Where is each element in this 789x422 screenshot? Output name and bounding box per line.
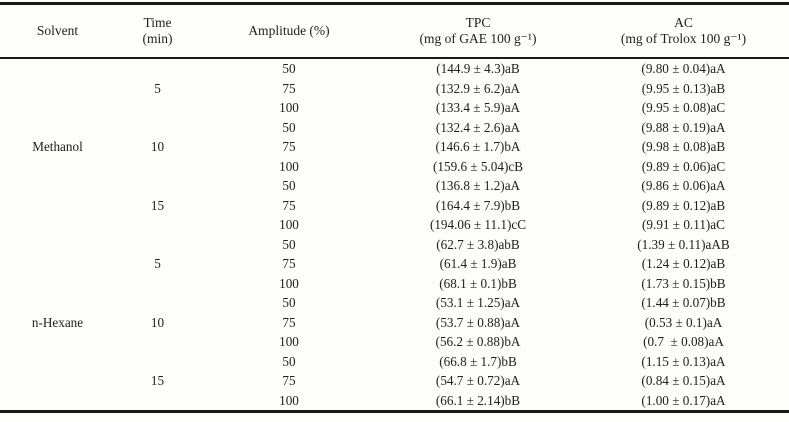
table-row: 50 (144.9 ± 4.3)aB (9.80 ± 0.04)aA [0,59,789,79]
table-row: 100 (159.6 ± 5.04)cB (9.89 ± 0.06)aC [0,157,789,177]
cell-amplitude: 100 [279,334,299,349]
cell-tpc: (146.6 ± 1.7)bA [435,139,521,154]
header-ac-line2: (mg of Trolox 100 g⁻¹) [620,31,747,46]
cell-tpc: (144.9 ± 4.3)aB [436,61,520,76]
table-row: Methanol 10 75 (146.6 ± 1.7)bA (9.98 ± 0.08)… [0,137,789,157]
table-row: 5 75 (132.9 ± 6.2)aA (9.95 ± 0.13)aB [0,79,789,99]
table-row: 15 75 (164.4 ± 7.9)bB (9.89 ± 0.12)aB [0,196,789,216]
cell-amplitude: 75 [282,314,296,330]
cell-solvent: n-Hexane [31,314,84,330]
cell-ac: (9.89 ± 0.12)aB [641,197,726,213]
cell-ac: (9.98 ± 0.08)aB [641,139,726,154]
cell-tpc: (53.7 ± 0.88)aA [435,314,521,330]
table-row: 100 (56.2 ± 0.88)bA (0.7 ± 0.08)aA [0,332,789,352]
table-row: 100 (68.1 ± 0.1)bB (1.73 ± 0.15)bB [0,274,789,294]
header-solvent: Solvent [0,23,115,39]
header-amplitude-label: Amplitude (%) [248,23,330,38]
table-row: 50 (66.8 ± 1.7)bB (1.15 ± 0.13)aA [0,352,789,372]
table-row: 100 (66.1 ± 2.14)bB (1.00 ± 0.17)aA [0,391,789,411]
cell-tpc: (66.1 ± 2.14)bB [435,392,521,408]
table-row: 50 (62.7 ± 3.8)abB (1.39 ± 0.11)aAB [0,235,789,255]
cell-tpc: (54.7 ± 0.72)aA [435,373,521,388]
cell-amplitude: 75 [282,80,296,96]
table-header-row: Solvent Time (min) Amplitude (%) TPC (mg… [0,5,789,57]
table-header-rule [0,57,789,59]
cell-tpc: (132.9 ± 6.2)aA [435,80,521,96]
table-row: 100 (133.4 ± 5.9)aA (9.95 ± 0.08)aC [0,98,789,118]
cell-time: 15 [150,373,165,388]
table-bottom-rule [0,410,789,413]
cell-ac: (9.89 ± 0.06)aC [641,158,726,174]
cell-amplitude: 100 [279,392,299,408]
cell-amplitude: 100 [279,275,299,291]
table-row: 5 75 (61.4 ± 1.9)aB (1.24 ± 0.12)aB [0,254,789,274]
cell-amplitude: 50 [282,236,296,252]
cell-tpc: (61.4 ± 1.9)aB [439,256,517,271]
cell-amplitude: 75 [282,373,296,388]
table-row: 50 (53.1 ± 1.25)aA (1.44 ± 0.07)bB [0,293,789,313]
table-body: 50 (144.9 ± 4.3)aB (9.80 ± 0.04)aA 5 75 (132… [0,59,789,410]
cell-amplitude: 100 [279,158,299,174]
header-amplitude: Amplitude (%) [200,23,378,39]
cell-amplitude: 75 [282,139,296,154]
table-top-rule [0,2,789,5]
cell-ac: (1.24 ± 0.12)aB [641,256,726,271]
header-time-line1: Time [143,15,172,30]
cell-time: 15 [150,197,165,213]
cell-amplitude: 100 [279,217,299,232]
cell-amplitude: 50 [282,353,296,369]
cell-ac: (9.95 ± 0.08)aC [641,100,726,115]
cell-ac: (1.00 ± 0.17)aA [641,392,726,408]
cell-tpc: (66.8 ± 1.7)bB [439,353,517,369]
header-tpc-line2: (mg of GAE 100 g⁻¹) [419,31,537,46]
table-row: 15 75 (54.7 ± 0.72)aA (0.84 ± 0.15)aA [0,371,789,391]
cell-amplitude: 50 [282,61,296,76]
cell-time: 5 [154,256,161,271]
cell-time: 5 [154,80,161,96]
cell-ac: (0.84 ± 0.15)aA [641,373,726,388]
table-row: 100 (194.06 ± 11.1)cC (9.91 ± 0.11)aC [0,215,789,235]
table-row: 50 (136.8 ± 1.2)aA (9.86 ± 0.06)aA [0,176,789,196]
cell-amplitude: 100 [279,100,299,115]
cell-ac: (9.88 ± 0.19)aA [641,119,726,135]
cell-ac: (0.7 ± 0.08)aA [643,334,724,349]
table-row: 50 (132.4 ± 2.6)aA (9.88 ± 0.19)aA [0,118,789,138]
cell-amplitude: 50 [282,295,296,310]
cell-ac: (1.15 ± 0.13)aA [641,353,726,369]
cell-tpc: (53.1 ± 1.25)aA [435,295,521,310]
cell-tpc: (62.7 ± 3.8)abB [436,236,520,252]
cell-ac: (9.80 ± 0.04)aA [641,61,726,76]
header-ac: AC (mg of Trolox 100 g⁻¹) [578,15,789,47]
cell-amplitude: 75 [282,256,296,271]
cell-tpc: (68.1 ± 0.1)bB [439,275,517,291]
cell-ac: (0.53 ± 0.1)aA [644,314,723,330]
cell-amplitude: 75 [282,197,296,213]
header-solvent-label: Solvent [36,23,79,38]
cell-ac: (1.39 ± 0.11)aAB [637,236,730,252]
cell-amplitude: 50 [282,119,296,135]
cell-ac: (1.44 ± 0.07)bB [641,295,726,310]
cell-ac: (1.73 ± 0.15)bB [641,275,726,291]
cell-tpc: (159.6 ± 5.04)cB [432,158,523,174]
cell-ac: (9.95 ± 0.13)aB [641,80,726,96]
cell-tpc: (164.4 ± 7.9)bB [435,197,521,213]
header-time-line2: (min) [142,31,173,46]
header-ac-line1: AC [674,15,693,30]
cell-time: 10 [150,139,165,154]
header-tpc-line1: TPC [465,15,491,30]
header-time: Time (min) [115,15,200,47]
cell-ac: (9.86 ± 0.06)aA [641,178,726,193]
cell-tpc: (132.4 ± 2.6)aA [435,119,521,135]
cell-tpc: (136.8 ± 1.2)aA [435,178,521,193]
cell-tpc: (194.06 ± 11.1)cC [429,217,527,232]
table-row: n-Hexane 10 75 (53.7 ± 0.88)aA (0.53 ± 0.1)a… [0,313,789,333]
cell-amplitude: 50 [282,178,296,193]
cell-ac: (9.91 ± 0.11)aC [642,217,725,232]
cell-tpc: (133.4 ± 5.9)aA [435,100,521,115]
cell-tpc: (56.2 ± 0.88)bA [435,334,521,349]
header-tpc: TPC (mg of GAE 100 g⁻¹) [378,15,578,47]
cell-time: 10 [150,314,165,330]
cell-solvent: Methanol [32,139,83,154]
